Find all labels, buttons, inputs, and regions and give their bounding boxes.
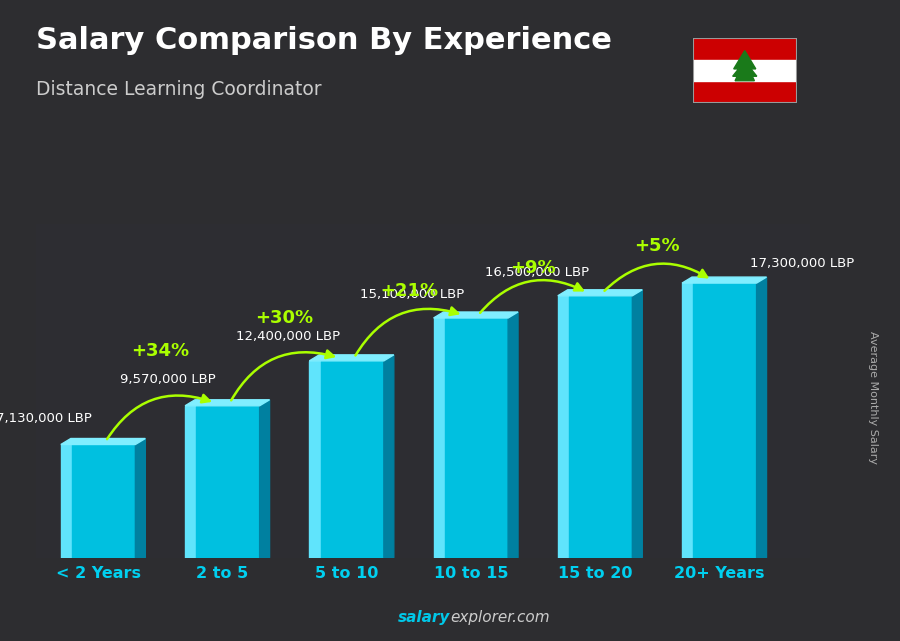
- Polygon shape: [434, 318, 445, 558]
- Polygon shape: [558, 296, 569, 558]
- Text: +21%: +21%: [380, 282, 437, 300]
- Polygon shape: [682, 283, 693, 558]
- Text: 7,130,000 LBP: 7,130,000 LBP: [0, 412, 92, 424]
- Polygon shape: [185, 400, 270, 406]
- Polygon shape: [61, 438, 145, 444]
- Text: 16,500,000 LBP: 16,500,000 LBP: [485, 266, 589, 279]
- Polygon shape: [733, 51, 757, 81]
- Text: explorer.com: explorer.com: [450, 610, 550, 625]
- Text: +34%: +34%: [131, 342, 189, 360]
- Text: Distance Learning Coordinator: Distance Learning Coordinator: [36, 80, 321, 99]
- Text: 9,570,000 LBP: 9,570,000 LBP: [121, 373, 216, 386]
- Bar: [693, 60, 796, 81]
- Polygon shape: [185, 406, 196, 558]
- Text: +5%: +5%: [634, 237, 680, 255]
- Polygon shape: [682, 277, 767, 283]
- Polygon shape: [434, 312, 518, 318]
- Polygon shape: [320, 361, 384, 558]
- Polygon shape: [61, 444, 72, 558]
- Polygon shape: [196, 406, 259, 558]
- Polygon shape: [310, 355, 394, 361]
- Text: 17,300,000 LBP: 17,300,000 LBP: [751, 257, 855, 270]
- Polygon shape: [508, 312, 518, 558]
- Text: 15,100,000 LBP: 15,100,000 LBP: [360, 288, 464, 301]
- Text: 12,400,000 LBP: 12,400,000 LBP: [237, 329, 340, 342]
- Polygon shape: [135, 438, 145, 558]
- Text: +9%: +9%: [510, 259, 556, 277]
- Polygon shape: [569, 296, 633, 558]
- Polygon shape: [72, 444, 135, 558]
- Polygon shape: [445, 318, 508, 558]
- Bar: [693, 38, 796, 60]
- Polygon shape: [633, 290, 643, 558]
- Polygon shape: [310, 361, 320, 558]
- Text: salary: salary: [398, 610, 450, 625]
- Polygon shape: [259, 400, 270, 558]
- Bar: [693, 81, 796, 103]
- Polygon shape: [693, 283, 757, 558]
- Text: Average Monthly Salary: Average Monthly Salary: [868, 331, 878, 464]
- Polygon shape: [757, 277, 767, 558]
- Polygon shape: [384, 355, 394, 558]
- Text: Salary Comparison By Experience: Salary Comparison By Experience: [36, 26, 612, 54]
- Text: +30%: +30%: [256, 309, 313, 327]
- Polygon shape: [558, 290, 643, 296]
